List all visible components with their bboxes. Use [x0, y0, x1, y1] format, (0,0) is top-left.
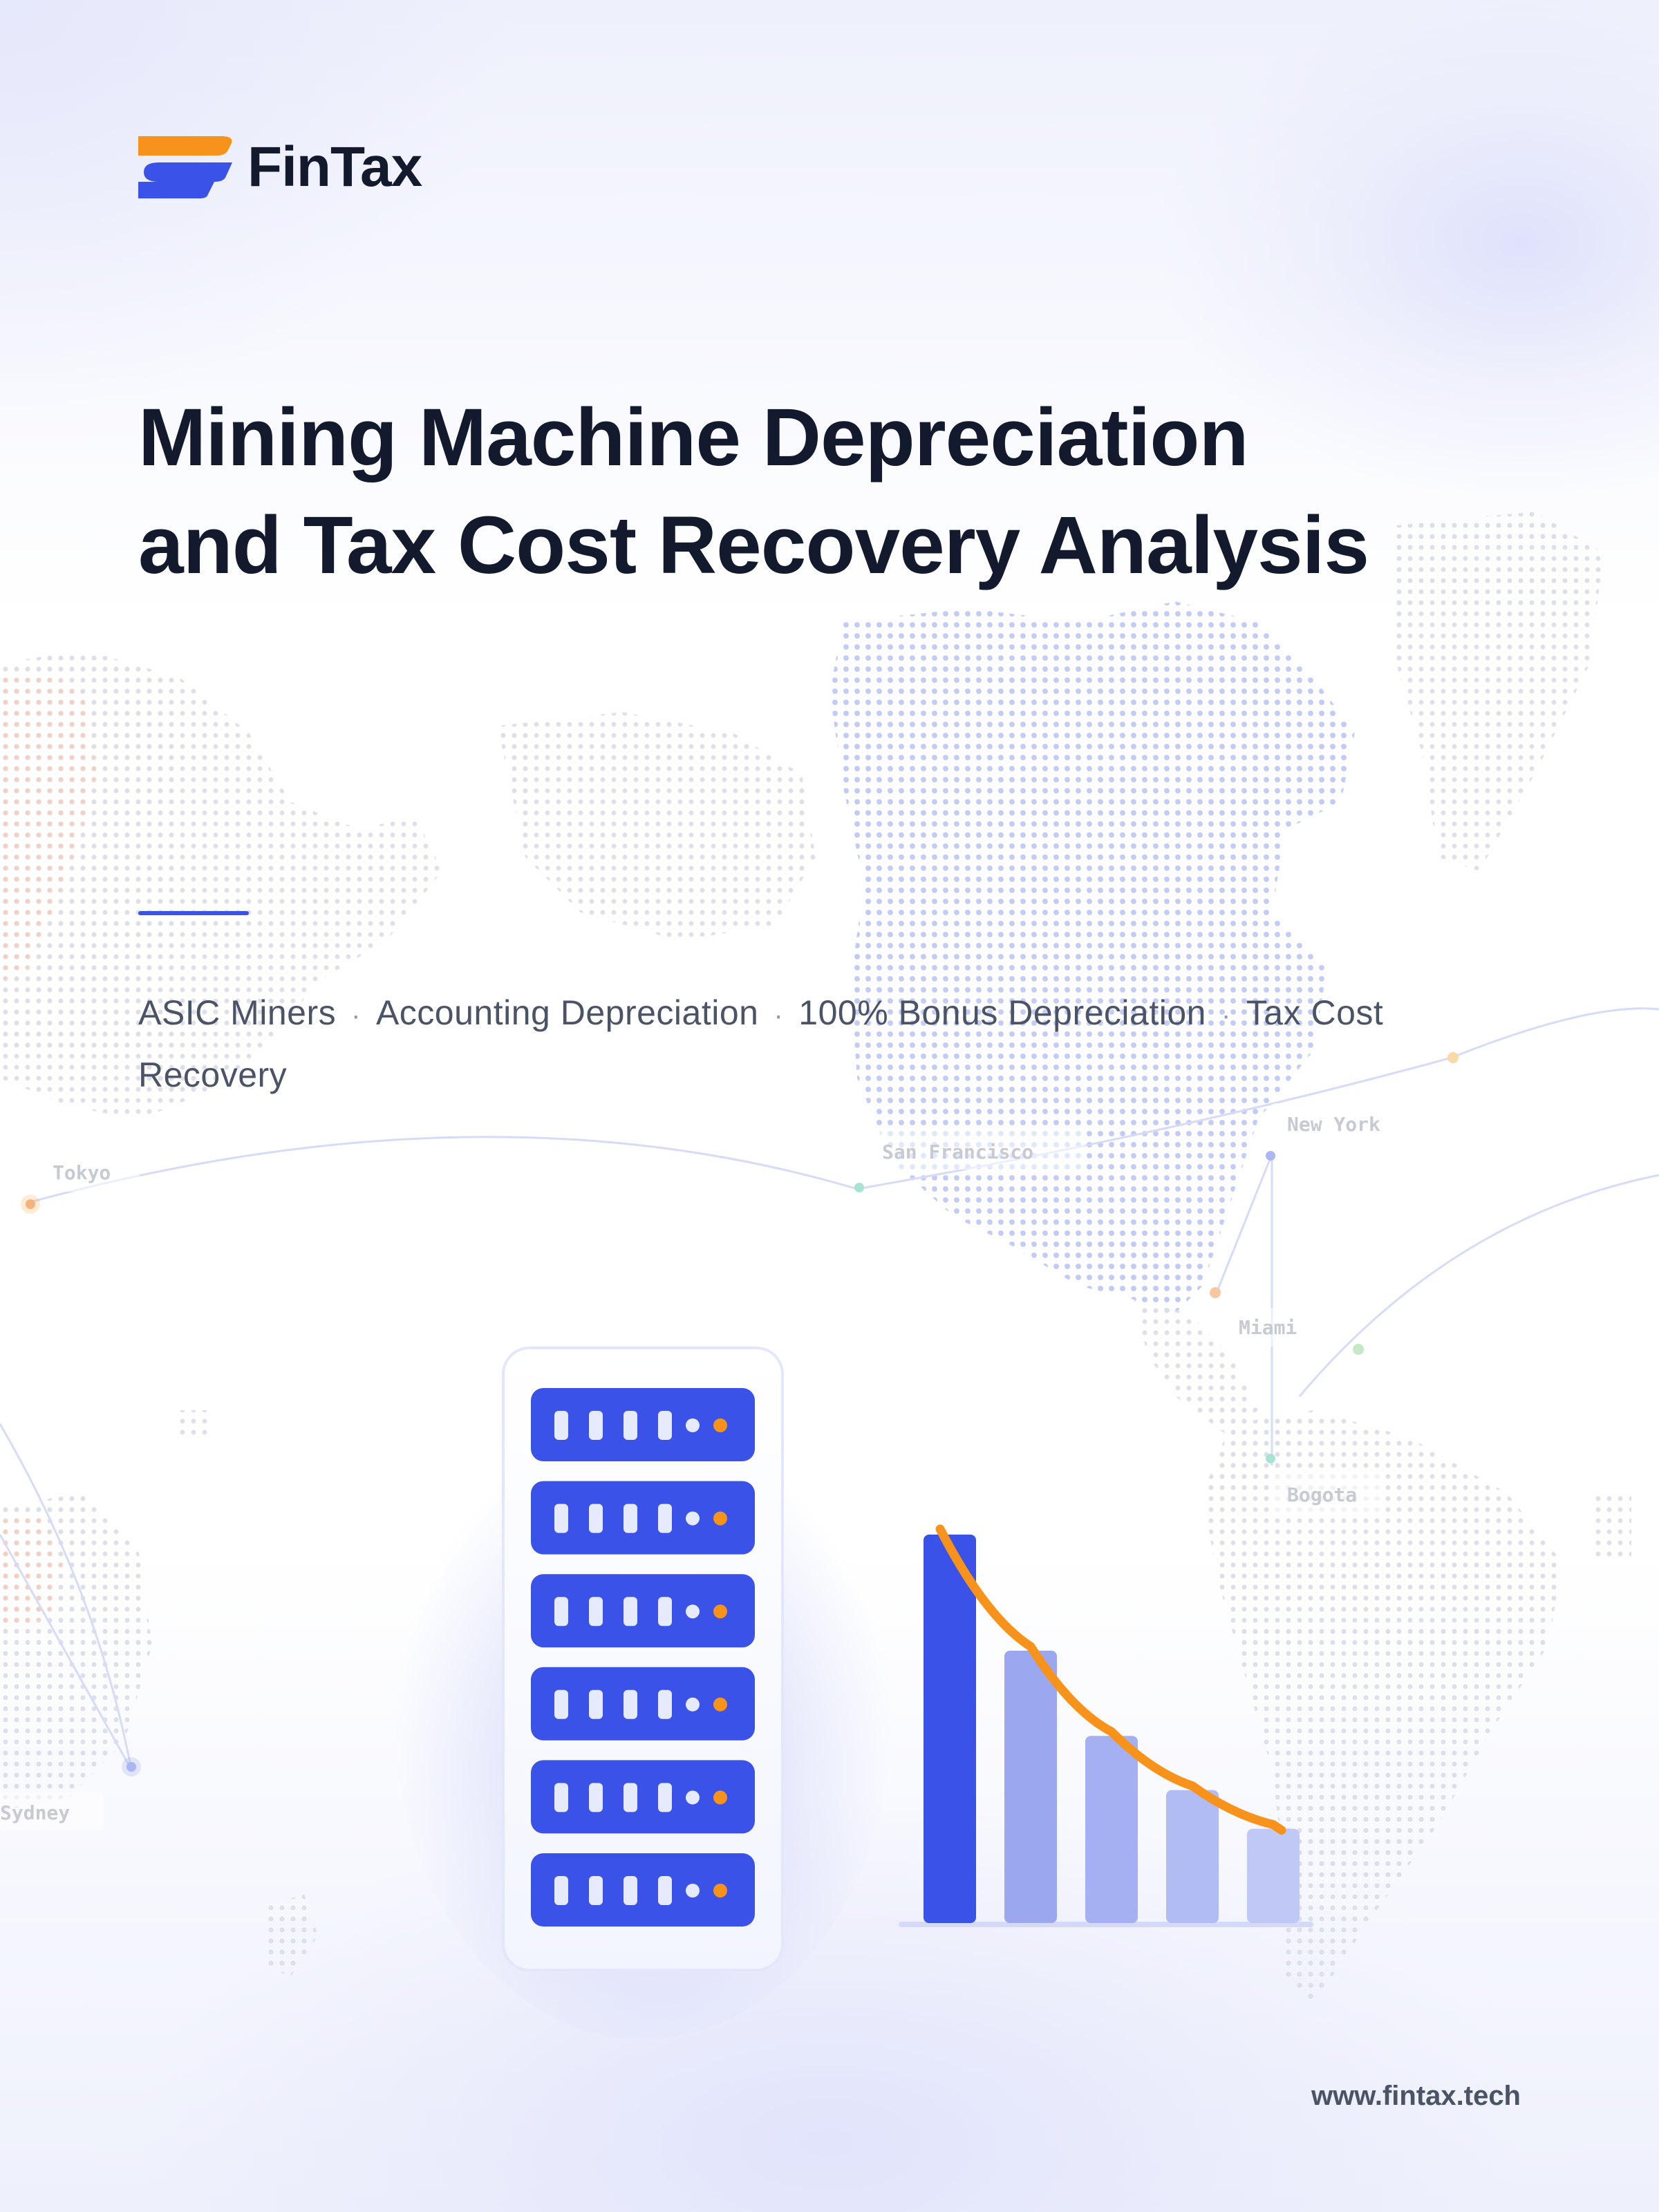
- status-light: [686, 1884, 700, 1897]
- topic-tags: ASIC Miners · Accounting Depreciation · 100%…: [138, 983, 1521, 1105]
- fintax-logo: FinTax: [138, 135, 422, 200]
- city-label-new-york: New York: [1287, 1113, 1380, 1136]
- drive-slot: [589, 1411, 603, 1440]
- drive-slot: [624, 1597, 637, 1627]
- city-label-tokyo: Tokyo: [53, 1161, 111, 1184]
- server-unit-body: [531, 1853, 755, 1927]
- title-line-2: and Tax Cost Recovery Analysis: [138, 500, 1369, 591]
- drive-slot: [554, 1597, 568, 1627]
- depreciation-bar: [924, 1535, 976, 1923]
- page-title: Mining Machine Depreciation and Tax Cost…: [138, 384, 1486, 599]
- server-unit-body: [531, 1388, 755, 1461]
- depreciation-bar: [1166, 1790, 1219, 1923]
- drive-slot: [624, 1876, 637, 1905]
- brand-name: FinTax: [247, 135, 422, 198]
- depreciation-trend-line: [935, 1524, 1286, 1835]
- server-unit-body: [531, 1760, 755, 1834]
- drive-slot: [658, 1876, 672, 1905]
- drive-slot: [658, 1503, 672, 1533]
- drive-slot: [554, 1783, 568, 1812]
- server-unit: [531, 1853, 755, 1927]
- server-rack-icon: [502, 1347, 784, 1971]
- status-light: [686, 1697, 700, 1712]
- status-light: [686, 1790, 700, 1805]
- city-label-san-francisco: San Francisco: [882, 1141, 1033, 1163]
- tag-bonus-depreciation: 100% Bonus Depreciation: [798, 993, 1206, 1032]
- depreciation-bar: [1085, 1736, 1138, 1923]
- tag-separator: ·: [774, 1000, 784, 1031]
- drive-slot: [589, 1503, 603, 1533]
- server-unit-body: [531, 1481, 755, 1555]
- depreciation-chart: [899, 1524, 1313, 1927]
- drive-slot: [658, 1411, 672, 1440]
- server-unit: [531, 1667, 755, 1741]
- tag-accounting-depreciation: Accounting Depreciation: [375, 993, 759, 1032]
- status-light-active: [713, 1790, 727, 1805]
- website-url: www.fintax.tech: [1311, 2081, 1521, 2111]
- drive-slot: [658, 1783, 672, 1812]
- drive-slot: [589, 1597, 603, 1627]
- drive-slot: [624, 1503, 637, 1533]
- drive-slot: [624, 1689, 637, 1719]
- drive-slot: [624, 1411, 637, 1440]
- drive-slot: [658, 1597, 672, 1627]
- tag-tax-cost: Tax Cost: [1246, 993, 1384, 1032]
- status-light: [686, 1604, 700, 1619]
- accent-divider: [138, 911, 249, 915]
- status-light: [686, 1418, 700, 1432]
- tag-recovery: Recovery: [138, 1056, 288, 1094]
- city-label-bogota: Bogota: [1287, 1483, 1357, 1506]
- depreciation-bar: [1004, 1651, 1057, 1923]
- status-light-active: [713, 1604, 727, 1619]
- server-unit: [531, 1574, 755, 1648]
- drive-slot: [554, 1876, 568, 1905]
- server-unit: [531, 1760, 755, 1834]
- tag-separator: ·: [1221, 1000, 1231, 1031]
- status-light-active: [713, 1418, 727, 1432]
- drive-slot: [554, 1503, 568, 1533]
- server-unit: [531, 1388, 755, 1461]
- drive-slot: [624, 1783, 637, 1812]
- tag-asic-miners: ASIC Miners: [138, 993, 337, 1032]
- drive-slot: [589, 1689, 603, 1719]
- tag-separator: ·: [351, 1000, 361, 1031]
- status-light-active: [713, 1884, 727, 1897]
- city-label-sydney: Sydney: [0, 1801, 70, 1824]
- title-line-1: Mining Machine Depreciation: [138, 392, 1249, 483]
- city-label-miami: Miami: [1239, 1316, 1297, 1339]
- drive-slot: [589, 1876, 603, 1905]
- status-light-active: [713, 1697, 727, 1712]
- fintax-logo-icon: [138, 136, 232, 198]
- server-unit-body: [531, 1667, 755, 1741]
- status-light: [686, 1511, 700, 1526]
- server-unit: [531, 1481, 755, 1555]
- drive-slot: [554, 1411, 568, 1440]
- drive-slot: [658, 1689, 672, 1719]
- server-unit-body: [531, 1574, 755, 1648]
- drive-slot: [589, 1783, 603, 1812]
- status-light-active: [713, 1511, 727, 1526]
- drive-slot: [554, 1689, 568, 1719]
- depreciation-bar: [1247, 1828, 1300, 1923]
